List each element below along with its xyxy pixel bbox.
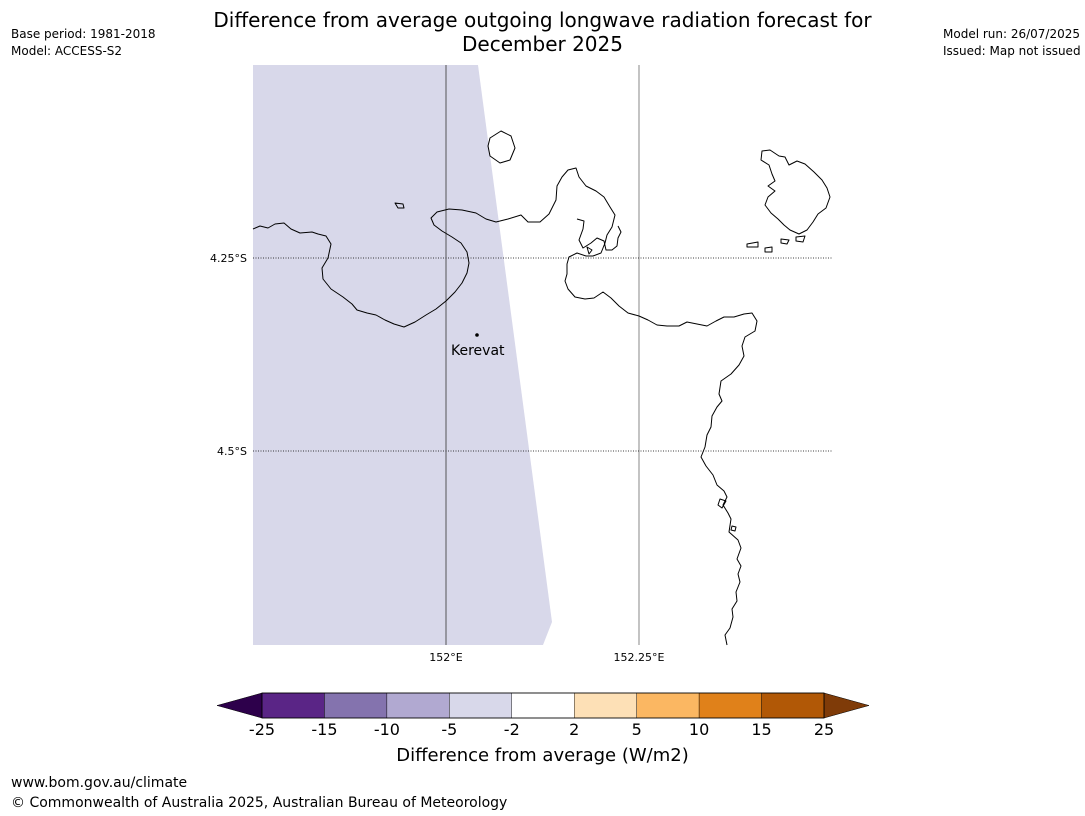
anomaly-region: [253, 65, 552, 645]
colorbar-title: Difference from average (W/m2): [396, 745, 689, 766]
colorbar-swatch: [324, 692, 388, 719]
base-period: Base period: 1981-2018: [11, 27, 156, 41]
lat-label-4-25s: 4.25°S: [210, 252, 247, 265]
coastline-inner-bay: [576, 218, 622, 251]
colorbar-swatch: [386, 692, 450, 719]
gridlines: [253, 65, 832, 645]
colorbar-swatch: [636, 692, 700, 719]
colorbar-extend-over: [823, 692, 870, 719]
coastline-islet-6: [717, 498, 727, 509]
coastline-islet-4: [795, 235, 806, 243]
footer-url[interactable]: www.bom.gov.au/climate: [11, 775, 188, 791]
model-name: Model: ACCESS-S2: [11, 44, 123, 58]
colorbar-swatch: [761, 692, 825, 719]
colorbar-tick-label: -2: [504, 720, 520, 739]
coastline-duke-of-york-islands: [760, 149, 831, 235]
model-run: Model run: 26/07/2025: [943, 27, 1081, 41]
colorbar-frame: [261, 692, 825, 719]
coastline-islet-5: [394, 202, 405, 209]
coastline-islet-7: [730, 525, 737, 532]
colorbar: -25 -15 -10 -5 -2 2 5 10 15 25: [216, 692, 870, 739]
colorbar-swatch: [698, 692, 762, 719]
kerevat-marker: [475, 333, 479, 337]
footer-copyright: © Commonwealth of Australia 2025, Austra…: [11, 795, 508, 811]
colorbar-tick-label: -15: [311, 720, 337, 739]
colorbar-swatch: [449, 692, 512, 719]
colorbar-tick-label: 2: [569, 720, 579, 739]
colorbar-tick-label: -10: [374, 720, 400, 739]
colorbar-swatch: [574, 692, 637, 719]
colorbar-tick-label: 5: [632, 720, 642, 739]
issued-status: Issued: Map not issued: [943, 44, 1081, 58]
coastlines: [252, 130, 831, 646]
meta-left: Base period: 1981-2018 Model: ACCESS-S2: [11, 26, 156, 60]
colorbar-tick-label: -5: [441, 720, 457, 739]
coastline-small-island-1: [487, 130, 516, 164]
coastline-gazelle-peninsula: [252, 167, 758, 646]
lon-label-152e: 152°E: [429, 651, 462, 664]
coastline-islet-1: [746, 241, 759, 248]
lon-label-152-25e: 152.25°E: [614, 651, 665, 664]
colorbar-tick-label: 25: [814, 720, 834, 739]
coastline-islet-8: [586, 246, 593, 255]
coastline-islet-2: [764, 246, 773, 253]
colorbar-tick-label: 10: [689, 720, 709, 739]
title-line-2: December 2025: [462, 32, 623, 56]
colorbar-tick-label: 15: [751, 720, 771, 739]
coastline-islet-3: [780, 238, 790, 245]
meta-right: Model run: 26/07/2025 Issued: Map not is…: [943, 26, 1081, 60]
kerevat-label: Kerevat: [451, 343, 505, 359]
colorbar-swatch: [511, 692, 575, 719]
lat-label-4-5s: 4.5°S: [217, 445, 247, 458]
title-line-1: Difference from average outgoing longwav…: [213, 8, 872, 32]
colorbar-swatch: [261, 692, 325, 719]
colorbar-tick-label: -25: [249, 720, 275, 739]
map-title: Difference from average outgoing longwav…: [180, 8, 905, 56]
colorbar-extend-under: [216, 692, 263, 719]
